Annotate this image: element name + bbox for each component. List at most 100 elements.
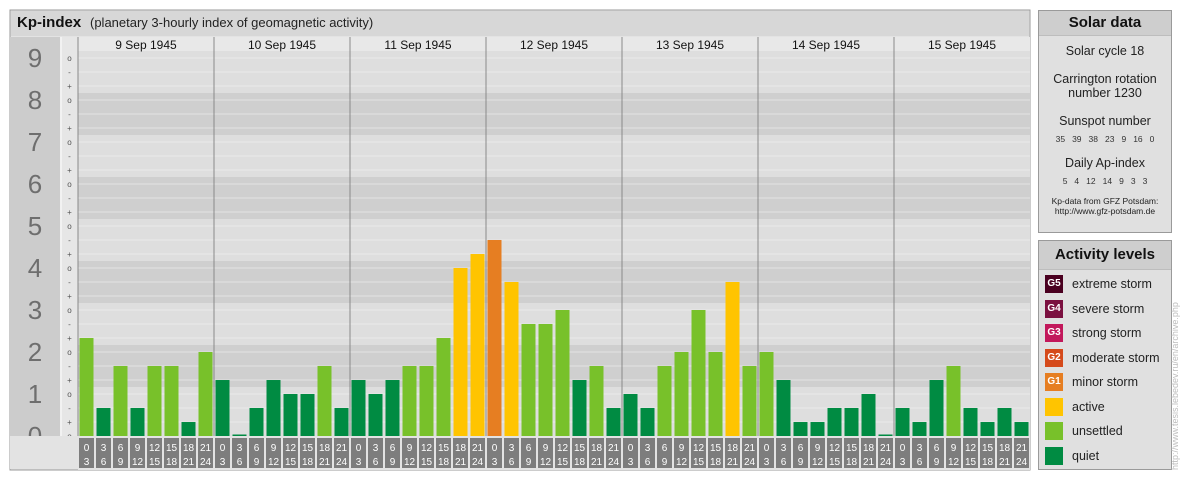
interval-cell [861,438,876,468]
interval-start-label: 0 [628,443,634,454]
interval-cell [283,438,298,468]
interval-start-label: 6 [254,443,260,454]
interval-cell [436,438,451,468]
interval-end-label: 24 [744,457,756,468]
kp-bar [334,407,349,436]
interval-end-label: 3 [764,457,770,468]
interval-cell [521,438,536,468]
interval-cell [385,438,400,468]
legend-item: G2 moderate storm [1039,346,1171,371]
interval-end-label: 9 [390,457,396,468]
legend-swatch: G3 [1045,324,1063,343]
legend-label: minor storm [1072,375,1138,390]
legend-item: active [1039,395,1171,420]
interval-end-label: 12 [404,457,416,468]
interval-start-label: 18 [455,443,467,454]
legend-item: G1 minor storm [1039,370,1171,395]
interval-end-label: 6 [373,457,379,468]
y-axis-column [10,37,60,436]
legend-item: G5 extreme storm [1039,272,1171,297]
y-tick-label: 7 [28,127,42,157]
sub-tick-label: o [67,390,72,399]
interval-start-label: 21 [1016,443,1028,454]
kp-bar [249,407,264,436]
kp-bar [623,394,638,436]
interval-end-label: 12 [540,457,552,468]
interval-cell [1014,438,1029,468]
chart-title: Kp-index [17,14,82,31]
sub-tick-label: - [68,194,71,203]
kp-bar [555,310,570,436]
interval-end-label: 24 [472,457,484,468]
interval-cell [181,438,196,468]
axis-foot [10,436,78,469]
interval-cell [776,438,791,468]
kp-bar [436,338,451,436]
legend-label: moderate storm [1072,350,1160,365]
interval-end-label: 21 [863,457,875,468]
interval-end-label: 12 [268,457,280,468]
ap-value: 4 [1074,176,1080,186]
sunspot-value: 0 [1149,134,1155,144]
interval-cell [742,438,757,468]
interval-end-label: 6 [101,457,107,468]
interval-start-label: 9 [815,443,821,454]
interval-cell [827,438,842,468]
ap-value: 14 [1102,176,1113,186]
interval-cell [504,438,519,468]
sub-tick-label: o [67,54,72,63]
interval-cell [164,438,179,468]
kp-bar [606,407,621,436]
interval-cell [997,438,1012,468]
sub-tick-label: + [67,124,72,133]
kp-bar [283,394,298,436]
interval-cell [487,438,502,468]
interval-cell [929,438,944,468]
interval-end-label: 24 [336,457,348,468]
interval-end-label: 15 [829,457,841,468]
sunspot-value: 16 [1133,134,1143,144]
interval-cell [232,438,247,468]
y-tick-label: 9 [28,43,42,73]
interval-start-label: 6 [934,443,940,454]
carrington-line2: number 1230 [1068,86,1142,100]
interval-end-label: 6 [237,457,243,468]
interval-end-label: 15 [693,457,705,468]
sub-tick-label: + [67,82,72,91]
interval-end-label: 18 [574,457,586,468]
interval-cell [589,438,604,468]
sub-tick-label: + [67,334,72,343]
kp-bar [878,434,893,436]
interval-start-label: 15 [166,443,178,454]
interval-end-label: 6 [917,457,923,468]
kp-bar [96,407,111,436]
day-label: 10 Sep 1945 [248,38,316,52]
interval-cell [215,438,230,468]
interval-start-label: 9 [407,443,413,454]
interval-end-label: 15 [965,457,977,468]
kp-bar [79,338,94,436]
interval-cell [317,438,332,468]
kp-bar [572,380,587,436]
sub-tick-label: o [67,138,72,147]
interval-start-label: 0 [492,443,498,454]
legend-label: unsettled [1072,424,1123,439]
interval-end-label: 24 [880,457,892,468]
kp-bar [776,380,791,436]
interval-start-label: 6 [118,443,124,454]
kp-bar [402,365,417,436]
kp-bar [691,310,706,436]
kp-bar [504,281,519,436]
legend-item: G4 severe storm [1039,297,1171,322]
interval-start-label: 21 [472,443,484,454]
interval-cell [844,438,859,468]
interval-cell [334,438,349,468]
interval-end-label: 12 [948,457,960,468]
interval-start-label: 18 [591,443,603,454]
interval-end-label: 12 [132,457,144,468]
interval-start-label: 3 [373,443,379,454]
kp-bar [198,352,213,436]
interval-start-label: 21 [336,443,348,454]
kp-bar [674,352,689,436]
sub-tick-label: - [68,362,71,371]
